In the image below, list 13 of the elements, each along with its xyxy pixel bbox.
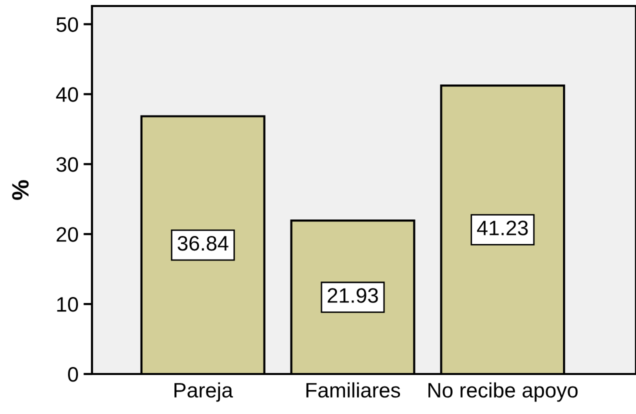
data-label: 36.84	[178, 236, 228, 251]
x-tick-label: No recibe apoyo	[428, 382, 578, 402]
y-tick-label: 0	[68, 367, 78, 382]
x-tick-label: Familiares	[306, 382, 400, 398]
data-label: 21.93	[328, 288, 378, 303]
data-label: 41.23	[477, 220, 528, 236]
x-tick-label: Pareja	[174, 382, 234, 402]
y-tick-label: 40	[56, 87, 78, 102]
y-tick-label: 50	[56, 17, 78, 32]
y-axis-title: %	[12, 180, 29, 200]
y-tick-label: 10	[57, 297, 78, 312]
y-tick-label: 20	[56, 227, 78, 242]
y-tick-label: 30	[56, 157, 78, 172]
